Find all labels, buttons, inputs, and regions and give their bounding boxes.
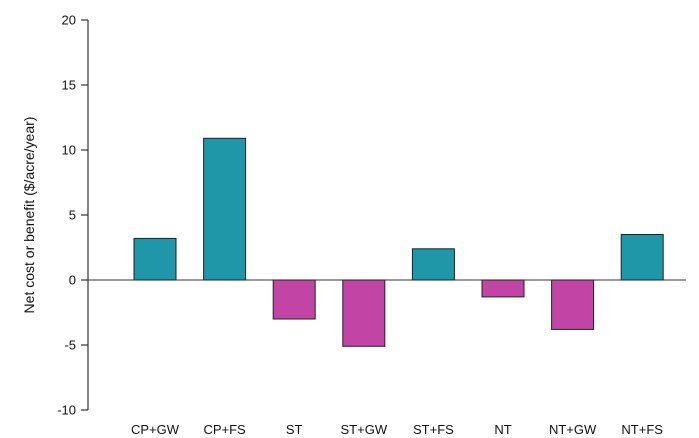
x-tick-label: NT+FS (621, 422, 663, 437)
plot-area: -10 -5 0 5 10 15 20 CP+GW CP+FS ST ST+GW ST+FS NT NT+… (57, 13, 686, 437)
x-tick-label: NT (494, 422, 511, 437)
y-tick-label: 5 (69, 208, 76, 223)
x-tick-label: CP+GW (131, 422, 180, 437)
x-tick-label: ST+FS (413, 422, 454, 437)
y-tick-label: 10 (62, 143, 76, 158)
y-tick-label: 15 (62, 78, 76, 93)
y-tick-label: 0 (69, 273, 76, 288)
x-tick-label: ST (286, 422, 303, 437)
y-tick-label: -10 (57, 403, 76, 418)
bar-nt (481, 279, 525, 298)
bar-nt-fs (620, 234, 664, 281)
y-tick-label: -5 (64, 338, 76, 353)
bar-st-gw (342, 279, 386, 347)
bar-st (272, 279, 316, 320)
bar-st-fs (411, 248, 455, 281)
x-tick-label: NT+GW (549, 422, 597, 437)
y-tick-label: 20 (62, 13, 76, 28)
bar-cp-fs (203, 137, 247, 281)
x-tick-label: CP+FS (203, 422, 246, 437)
bar-cp-gw (133, 237, 177, 281)
x-tick-label: ST+GW (341, 422, 388, 437)
bar-nt-gw (551, 279, 595, 330)
y-axis-label: Net cost or benefit ($/acre/year) (21, 117, 37, 314)
